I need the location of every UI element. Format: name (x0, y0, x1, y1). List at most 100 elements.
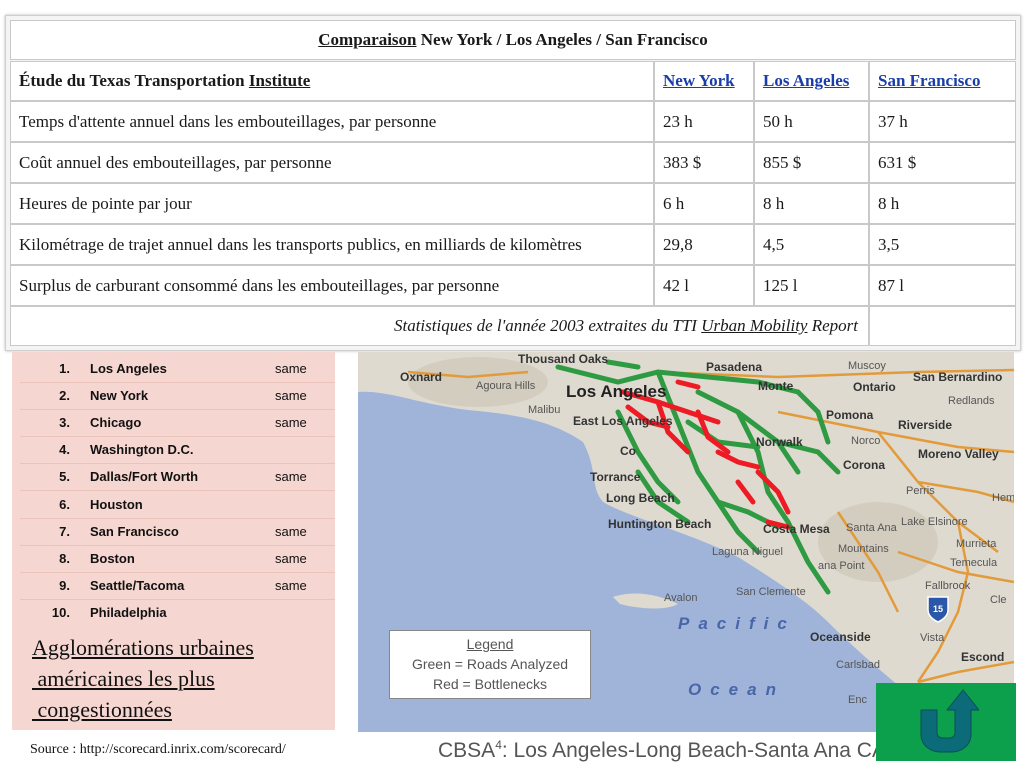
caption-text: : Los Angeles-Long Beach-Santa Ana CA (501, 739, 886, 762)
map-label-murrieta: Murrieta (956, 538, 997, 550)
map-label-interstate: 15 (933, 604, 944, 614)
map-label-los-angeles: Los Angeles (566, 382, 667, 401)
ranking-row: 1. Los Angeles same (20, 356, 335, 383)
rank-number: 8. (59, 551, 70, 566)
ranking-row: 2. New York same (20, 383, 335, 410)
map-label-pomona: Pomona (826, 408, 874, 422)
map-legend: Legend Green = Roads Analyzed Red = Bott… (389, 630, 591, 699)
map-label-thousand-oaks: Thousand Oaks (518, 352, 609, 366)
map-label-norwalk: Norwalk (756, 435, 803, 449)
ranking-title-line: Agglomérations urbaines (32, 635, 254, 660)
rank-number: 1. (59, 361, 70, 376)
map-label-monte: Monte (758, 379, 794, 393)
rank-city: Dallas/Fort Worth (90, 469, 199, 484)
traffic-map: Oxnard Agoura Hills Thousand Oaks Los An… (358, 352, 1014, 732)
ranking-row: 8. Boston same (20, 546, 335, 573)
map-label-muscoy: Muscoy (848, 360, 886, 372)
map-label-norco: Norco (851, 435, 881, 447)
interstate-shield-icon (927, 596, 949, 623)
map-label-lake-elsinore: Lake Elsinore (901, 516, 968, 528)
footnote-text: Statistiques de l'année 2003 extraites d… (393, 316, 702, 335)
rank-city: Philadelphia (90, 605, 167, 620)
ranking-title: Agglomérations urbaines américaines les … (32, 632, 332, 725)
map-label-carlsbad: Carlsbad (836, 659, 881, 671)
table-title-rest: New York / Los Angeles / San Francisco (416, 30, 708, 49)
value-san-francisco: 8 h (869, 183, 1016, 224)
ranking-title-line: congestionnées (32, 697, 172, 722)
highway-network (407, 368, 1014, 684)
table-title: Comparaison New York / Los Angeles / San… (10, 20, 1016, 60)
value-los-angeles: 855 $ (754, 142, 869, 183)
study-header: Étude du Texas Transportation Institute (10, 61, 654, 101)
city-header-new-york[interactable]: New York (654, 61, 754, 101)
map-label-huntington-beach: Huntington Beach (608, 517, 712, 531)
value-san-francisco: 37 h (869, 101, 1016, 142)
source-citation: Source : http://scorecard.inrix.com/scor… (30, 742, 286, 757)
row-label: Coût annuel des embouteillages, par pers… (10, 142, 654, 183)
rank-status: same (275, 388, 307, 403)
ranking-title-line: américaines les plus (32, 666, 215, 691)
map-label-oceanside: Oceanside (810, 630, 871, 644)
map-label-fallbrook: Fallbrook (925, 580, 971, 592)
rank-city: San Francisco (90, 524, 179, 539)
map-label-long-beach: Long Beach (606, 491, 675, 505)
rank-number: 5. (59, 469, 70, 484)
value-los-angeles: 50 h (754, 101, 869, 142)
map-label-cle: Cle (990, 594, 1007, 606)
value-new-york: 6 h (654, 183, 754, 224)
value-san-francisco: 631 $ (869, 142, 1016, 183)
study-header-label: Étude du Texas Transportation (19, 71, 249, 90)
ranking-row: 9. Seattle/Tacoma same (20, 573, 335, 600)
map-label-corona: Corona (843, 458, 885, 472)
value-los-angeles: 125 l (754, 265, 869, 306)
map-label-torrance: Torrance (590, 470, 641, 484)
rank-status: same (275, 524, 307, 539)
rank-status: same (275, 578, 307, 593)
value-new-york: 29,8 (654, 224, 754, 265)
city-header-san-francisco[interactable]: San Francisco (869, 61, 1016, 101)
rank-status: same (275, 551, 307, 566)
map-label-east-los-angeles: East Los Angeles (573, 414, 673, 428)
map-label-vista: Vista (920, 632, 945, 644)
rank-city: Houston (90, 497, 143, 512)
ranking-row: 3. Chicago same (20, 410, 335, 437)
value-san-francisco: 3,5 (869, 224, 1016, 265)
ocean-label-ocean: Ocean (688, 680, 785, 699)
ranking-row: 10. Philadelphia (20, 600, 335, 626)
map-label-compton: Co (620, 444, 636, 458)
rank-status: same (275, 361, 307, 376)
footnote-suffix: Report (807, 316, 858, 335)
footnote-empty-cell (869, 306, 1016, 346)
rank-status: same (275, 469, 307, 484)
row-label: Surplus de carburant consommé dans les e… (10, 265, 654, 306)
map-label-redlands: Redlands (948, 395, 995, 407)
map-caption: CBSA4: Los Angeles-Long Beach-Santa Ana … (438, 738, 886, 763)
row-label: Temps d'attente annuel dans les emboutei… (10, 101, 654, 142)
map-label-encinitas: Enc (848, 694, 867, 706)
value-los-angeles: 8 h (754, 183, 869, 224)
return-button[interactable] (876, 683, 1016, 761)
legend-title: Legend (466, 636, 514, 652)
map-label-san-clemente: San Clemente (736, 586, 806, 598)
map-label-costa-mesa: Costa Mesa (763, 522, 830, 536)
map-label-avalon: Avalon (664, 592, 698, 604)
map-label-malibu: Malibu (528, 404, 561, 416)
rank-city: Washington D.C. (90, 442, 194, 457)
rank-city: New York (90, 388, 149, 403)
study-header-institute: Institute (248, 71, 311, 90)
city-header-los-angeles[interactable]: Los Angeles (754, 61, 869, 101)
map-label-dana-point: ana Point (818, 560, 865, 572)
legend-red-entry: Red = Bottlenecks (432, 676, 547, 692)
map-label-riverside: Riverside (898, 418, 953, 432)
value-los-angeles: 4,5 (754, 224, 869, 265)
row-label: Kilométrage de trajet annuel dans les tr… (10, 224, 654, 265)
table-footnote: Statistiques de l'année 2003 extraites d… (10, 306, 869, 346)
congestion-ranking-panel: 1. Los Angeles same 2. New York same 3. … (12, 352, 335, 730)
rank-number: 10. (51, 605, 70, 620)
rank-city: Boston (90, 551, 135, 566)
table-title-prefix: Comparaison (318, 30, 417, 49)
rank-city: Chicago (90, 415, 142, 430)
ranking-row: 4. Washington D.C. (20, 437, 335, 464)
rank-number: 7. (59, 524, 70, 539)
map-label-oxnard: Oxnard (400, 370, 443, 384)
